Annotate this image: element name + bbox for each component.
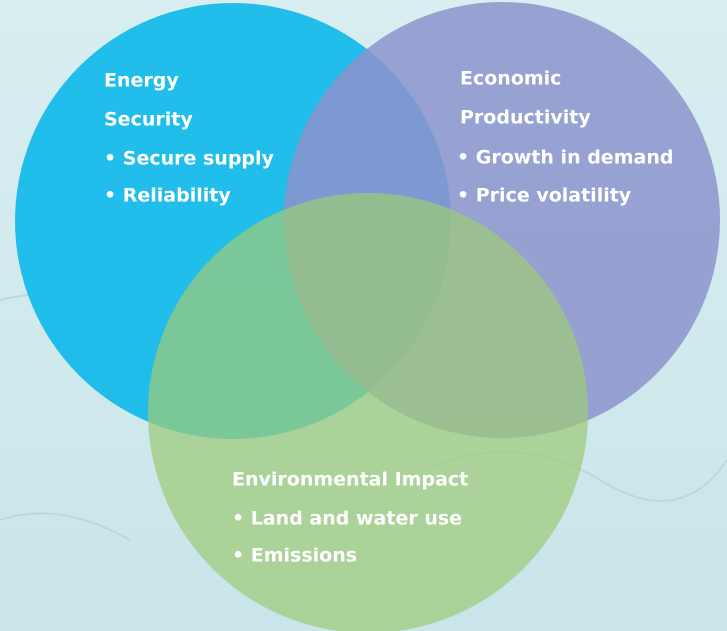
circle-environmental-impact	[148, 193, 588, 631]
set-title: Economic	[460, 68, 561, 90]
set-item: • Price volatility	[457, 185, 632, 207]
set-title: Security	[104, 109, 193, 131]
set-item: • Reliability	[104, 185, 231, 207]
set-item: • Secure supply	[104, 148, 275, 170]
set-item: • Growth in demand	[457, 147, 673, 169]
set-item: • Land and water use	[232, 508, 462, 530]
set-title: Environmental Impact	[232, 469, 468, 491]
set-title: Productivity	[460, 107, 591, 129]
set-item: • Emissions	[232, 545, 357, 567]
set-title: Energy	[104, 70, 179, 92]
